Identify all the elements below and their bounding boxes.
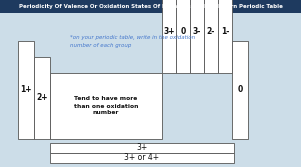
- Text: 3+: 3+: [163, 28, 175, 37]
- Text: 3+ or 4+: 3+ or 4+: [124, 153, 160, 162]
- Bar: [204, 0, 218, 73]
- Bar: [162, 0, 176, 73]
- Text: 2-: 2-: [207, 28, 215, 37]
- Bar: [176, 0, 190, 73]
- Bar: [18, 41, 34, 139]
- Bar: [190, 0, 204, 73]
- Text: *on your periodic table, write in the oxidation: *on your periodic table, write in the ox…: [70, 35, 195, 40]
- Bar: [34, 57, 50, 139]
- Bar: [50, 143, 234, 153]
- Bar: [50, 153, 234, 163]
- Text: 0: 0: [180, 28, 186, 37]
- Text: number of each group: number of each group: [70, 42, 131, 47]
- Text: 2+: 2+: [36, 94, 48, 103]
- Bar: [0, 0, 301, 13]
- Bar: [232, 41, 248, 139]
- Text: 1-: 1-: [221, 28, 229, 37]
- Text: 0: 0: [237, 86, 243, 95]
- Text: Periodicity Of Valence Or Oxidation States Of Elements In The Modern Periodic Ta: Periodicity Of Valence Or Oxidation Stat…: [19, 4, 282, 9]
- Text: 3+: 3+: [136, 143, 147, 152]
- Bar: [218, 0, 232, 73]
- Text: 1+: 1+: [20, 86, 32, 95]
- Text: 3-: 3-: [193, 28, 201, 37]
- Text: Tend to have more
than one oxidation
number: Tend to have more than one oxidation num…: [74, 97, 138, 116]
- Bar: [50, 73, 162, 139]
